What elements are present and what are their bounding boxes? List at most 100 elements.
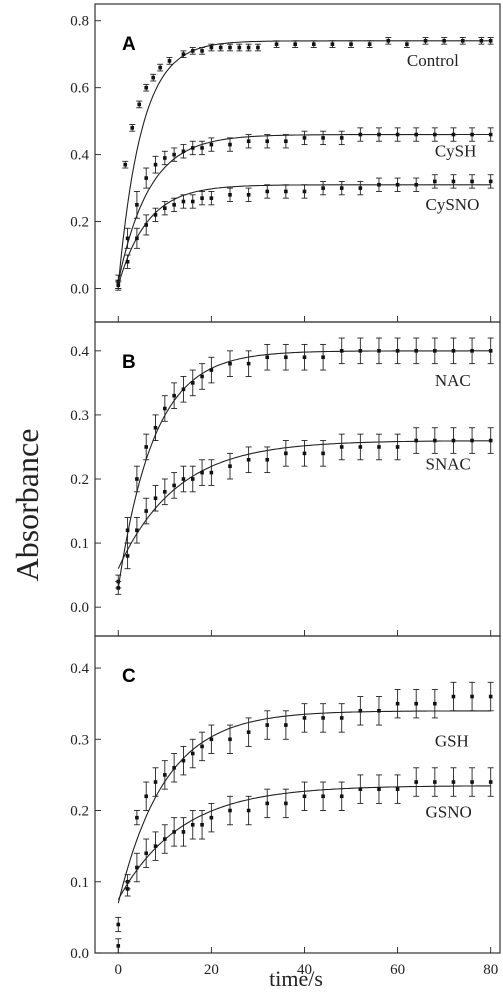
panel-label: A bbox=[122, 34, 136, 55]
data-point bbox=[190, 49, 195, 53]
data-point bbox=[470, 349, 474, 353]
data-point bbox=[144, 851, 149, 856]
data-point bbox=[181, 199, 186, 204]
series-cysh: CySH bbox=[115, 127, 494, 289]
data-point bbox=[358, 349, 363, 353]
data-point bbox=[209, 470, 214, 475]
data-point bbox=[358, 132, 363, 137]
data-point bbox=[377, 787, 381, 791]
y-tick-label: 0.2 bbox=[70, 804, 89, 820]
data-point bbox=[488, 780, 493, 784]
data-point bbox=[190, 477, 195, 481]
data-point bbox=[339, 794, 344, 799]
data-point bbox=[125, 887, 130, 891]
data-point bbox=[265, 723, 270, 727]
data-point bbox=[311, 42, 316, 46]
data-point bbox=[181, 387, 186, 392]
series-label: GSNO bbox=[426, 803, 472, 822]
data-point bbox=[158, 65, 162, 70]
data-point bbox=[488, 39, 493, 43]
data-point bbox=[190, 381, 195, 385]
data-point bbox=[116, 944, 121, 948]
panel-c: 0.0 0.1 0.2 0.3 0.4 0 20 40 60 80 C GSH GSNO bbox=[70, 635, 501, 978]
data-point bbox=[442, 39, 446, 43]
data-point bbox=[377, 349, 381, 353]
data-point bbox=[377, 132, 381, 137]
data-point bbox=[200, 196, 204, 200]
data-point bbox=[433, 701, 437, 706]
y-axis-title: Absorbance bbox=[9, 429, 45, 582]
data-point bbox=[405, 42, 409, 46]
series-gsh: GSH bbox=[115, 681, 494, 933]
x-tick-label: 40 bbox=[297, 962, 312, 978]
data-point bbox=[181, 52, 186, 57]
data-point bbox=[395, 445, 400, 449]
data-point bbox=[200, 49, 204, 53]
data-point bbox=[265, 801, 270, 806]
data-point bbox=[284, 801, 288, 806]
data-point bbox=[339, 186, 344, 190]
data-point bbox=[130, 126, 135, 130]
data-point bbox=[246, 139, 251, 144]
data-point bbox=[433, 780, 437, 784]
data-point bbox=[190, 822, 195, 827]
data-point bbox=[209, 737, 214, 742]
data-point bbox=[414, 780, 419, 784]
y-tick-label: 0.4 bbox=[70, 661, 89, 677]
y-tick-label: 0.1 bbox=[70, 875, 89, 891]
data-point bbox=[228, 193, 232, 197]
data-point bbox=[200, 744, 204, 749]
data-point bbox=[293, 42, 297, 46]
y-tick-label: 0.4 bbox=[70, 148, 89, 164]
y-tick-label: 0.3 bbox=[70, 408, 89, 424]
data-point bbox=[284, 189, 288, 194]
series-control: Control bbox=[115, 37, 494, 291]
data-point bbox=[488, 438, 493, 443]
panel-b: 0.0 0.1 0.2 0.3 0.4 B NAC SNAC bbox=[70, 321, 501, 637]
data-point bbox=[479, 39, 484, 43]
data-point bbox=[302, 716, 307, 720]
data-point bbox=[395, 132, 400, 137]
data-point bbox=[451, 179, 456, 184]
series-cysno: CySNO bbox=[115, 174, 494, 289]
data-point bbox=[321, 186, 325, 190]
data-point bbox=[414, 701, 419, 706]
data-point bbox=[488, 694, 493, 699]
data-point bbox=[246, 193, 251, 197]
data-point bbox=[209, 815, 214, 820]
data-point bbox=[395, 787, 400, 791]
data-point bbox=[414, 349, 419, 353]
data-point bbox=[181, 149, 186, 154]
data-point bbox=[339, 716, 344, 720]
data-point bbox=[200, 822, 204, 827]
data-point bbox=[181, 758, 186, 763]
data-point bbox=[358, 445, 363, 449]
data-point bbox=[367, 42, 372, 46]
data-point bbox=[172, 393, 176, 398]
y-tick-label: 0.0 bbox=[70, 600, 89, 616]
data-point bbox=[172, 830, 176, 834]
series-label: NAC bbox=[435, 371, 471, 390]
data-point bbox=[246, 457, 251, 462]
data-point bbox=[144, 85, 149, 90]
data-point bbox=[181, 830, 186, 834]
data-point bbox=[246, 361, 251, 366]
data-point bbox=[237, 45, 242, 50]
series-label: CySNO bbox=[426, 195, 480, 214]
data-point bbox=[144, 223, 149, 227]
data-point bbox=[163, 773, 167, 777]
data-point bbox=[470, 438, 474, 443]
data-point bbox=[395, 182, 400, 187]
data-point bbox=[451, 349, 456, 353]
x-tick-label: 60 bbox=[390, 962, 405, 978]
data-point bbox=[200, 470, 204, 475]
data-point bbox=[190, 751, 195, 756]
data-point bbox=[339, 349, 344, 353]
data-point bbox=[135, 236, 139, 241]
data-point bbox=[433, 349, 437, 353]
data-point bbox=[302, 794, 307, 799]
data-point bbox=[209, 45, 214, 50]
panel-label: C bbox=[122, 666, 136, 687]
data-point bbox=[190, 199, 195, 204]
data-point bbox=[151, 75, 155, 80]
